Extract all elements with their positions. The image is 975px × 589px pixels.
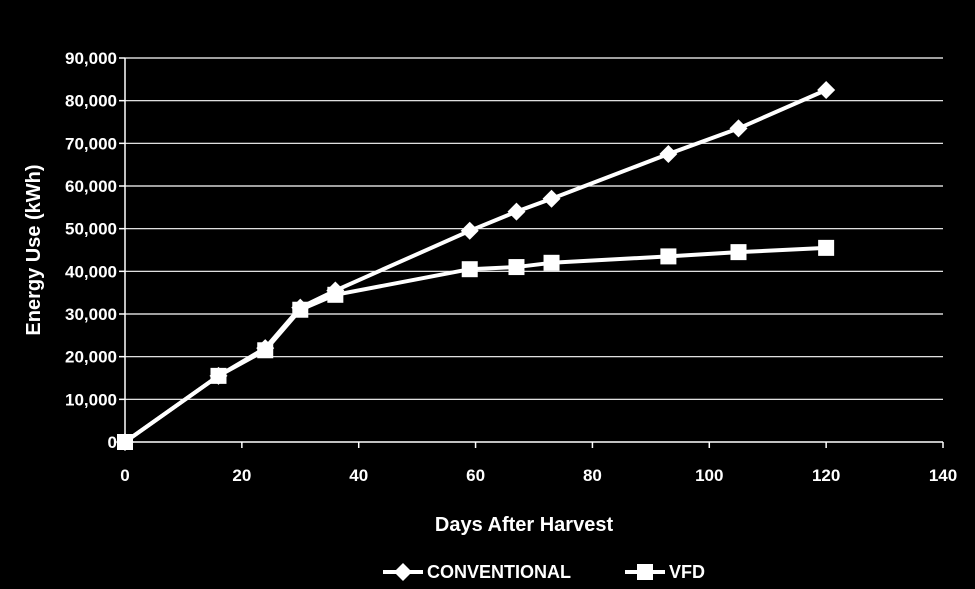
tick-labels: 0 10,000 20,000 30,000 40,000 50,000 60,000 70,… xyxy=(65,49,957,485)
data-point-vfd xyxy=(543,254,560,271)
legend-label-conventional: CONVENTIONAL xyxy=(427,562,571,582)
data-point-conventional xyxy=(729,119,748,138)
x-tick-label: 40 xyxy=(349,466,368,485)
y-tick-label: 10,000 xyxy=(65,390,117,409)
data-point-conventional xyxy=(659,145,678,163)
data-point-vfd xyxy=(461,261,478,278)
x-tick-label: 60 xyxy=(466,466,485,485)
y-tick-label: 80,000 xyxy=(65,92,117,111)
x-axis-title: Days After Harvest xyxy=(435,514,614,536)
y-tick-label: 90,000 xyxy=(65,49,117,68)
series xyxy=(116,81,836,451)
data-point-vfd xyxy=(327,286,344,303)
y-tick-label: 40,000 xyxy=(65,262,117,281)
data-point-conventional xyxy=(460,221,479,240)
data-point-vfd xyxy=(210,367,227,384)
legend-marker-conventional xyxy=(394,563,412,581)
data-point-vfd xyxy=(730,244,747,261)
data-point-vfd xyxy=(117,434,133,450)
legend-label-vfd: VFD xyxy=(669,562,705,582)
x-tick-label: 20 xyxy=(232,466,251,485)
y-tick-label: 30,000 xyxy=(65,305,117,324)
x-tick-label: 120 xyxy=(812,466,840,485)
data-point-vfd xyxy=(818,239,835,256)
y-tick-label: 60,000 xyxy=(65,177,117,196)
y-tick-label: 0 xyxy=(108,433,117,452)
y-tick-label: 70,000 xyxy=(65,134,117,153)
grid xyxy=(125,57,943,400)
y-tick-label: 20,000 xyxy=(65,348,117,367)
legend-marker-vfd xyxy=(637,564,653,580)
x-tick-label: 100 xyxy=(695,466,723,485)
data-point-vfd xyxy=(257,342,274,359)
x-tick-label: 0 xyxy=(120,466,129,485)
data-point-conventional xyxy=(817,81,836,99)
y-tick-label: 50,000 xyxy=(65,220,117,239)
data-point-conventional xyxy=(542,189,561,208)
legend: CONVENTIONAL VFD xyxy=(383,562,705,582)
data-point-conventional xyxy=(507,202,526,221)
data-point-vfd xyxy=(292,301,309,318)
axes xyxy=(119,57,944,448)
y-axis-title: Energy Use (kWh) xyxy=(23,164,45,335)
x-tick-label: 140 xyxy=(929,466,957,485)
x-tick-label: 80 xyxy=(583,466,602,485)
data-point-vfd xyxy=(660,248,677,265)
data-point-vfd xyxy=(508,259,525,276)
